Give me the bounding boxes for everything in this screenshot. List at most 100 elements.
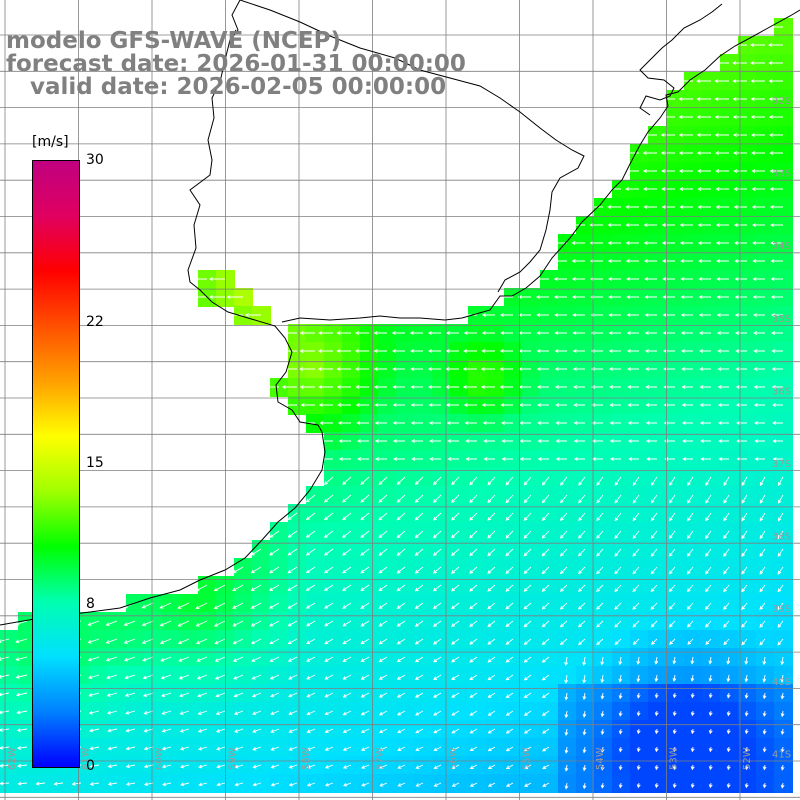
wind-speed-cell [630,648,649,667]
wind-vector-arrow [697,169,711,173]
wind-vector-arrow [716,313,729,317]
wind-speed-cell [774,396,793,415]
wind-speed-cell [486,576,505,595]
wind-vector-arrow [226,295,243,299]
wind-speed-cell [756,234,775,253]
wind-vector-arrow [125,710,136,715]
wind-vector-arrow [571,241,585,245]
wind-vector-arrow [505,602,514,610]
wind-speed-cell [252,774,271,793]
wind-vector-arrow [632,512,640,522]
wind-vector-arrow [338,439,351,443]
wind-vector-arrow [354,349,369,353]
wind-speed-cell [774,648,793,667]
wind-vector-arrow [780,674,785,683]
wind-speed-cell [630,684,649,703]
wind-speed-cell [648,630,667,649]
wind-vector-arrow [571,259,585,263]
wind-vector-arrow [733,151,747,155]
wind-speed-cell [306,342,325,361]
wind-speed-cell [180,630,199,649]
wind-speed-cell [576,702,595,721]
wind-vector-arrow [668,566,676,575]
wind-vector-arrow [481,403,495,407]
wind-vector-arrow [554,385,567,389]
wind-vector-arrow [469,512,478,521]
wind-vector-arrow [141,620,154,627]
wind-vector-arrow [654,728,659,735]
wind-vector-arrow [626,313,639,317]
wind-vector-arrow [560,476,568,486]
wind-speed-cell [360,450,379,469]
wind-speed-cell [666,396,685,415]
wind-vector-arrow [541,512,550,522]
latitude-label: 37S [772,459,791,470]
wind-vector-arrow [553,295,567,299]
wind-speed-cell [522,720,541,739]
wind-vector-arrow [744,746,749,753]
wind-speed-cell [270,378,289,397]
wind-vector-arrow [195,602,208,609]
wind-speed-cell [396,396,415,415]
wind-speed-cell [450,558,469,577]
wind-speed-cell [522,684,541,703]
wind-speed-cell [720,288,739,307]
wind-vector-arrow [650,620,658,628]
wind-vector-arrow [751,169,765,173]
wind-vector-arrow [161,728,172,733]
wind-speed-cell [666,378,685,397]
wind-speed-cell [324,468,343,487]
wind-vector-arrow [541,476,550,486]
wind-vector-arrow [433,692,442,698]
wind-vector-arrow [125,728,136,733]
wind-vector-arrow [690,656,695,665]
wind-speed-cell [756,144,775,163]
wind-vector-arrow [342,656,352,662]
wind-vector-arrow [505,764,514,769]
wind-vector-arrow [179,728,190,733]
wind-speed-cell [684,738,703,757]
wind-vector-arrow [373,385,387,389]
wind-speed-cell [414,450,433,469]
wind-vector-arrow [644,331,657,335]
wind-speed-cell [414,540,433,559]
wind-speed-cell [270,612,289,631]
wind-vector-arrow [499,313,513,317]
wind-vector-arrow [233,710,244,715]
wind-vector-arrow [159,602,172,609]
wind-speed-cell [576,360,595,379]
wind-speed-cell [414,342,433,361]
wind-vector-arrow [89,764,100,769]
wind-vector-arrow [177,602,190,609]
wind-vector-arrow [626,295,639,299]
wind-speed-cell [0,684,19,703]
wind-speed-cell [144,738,163,757]
wind-speed-cell [648,306,667,325]
wind-vector-arrow [306,710,316,716]
wind-speed-cell [414,774,433,793]
wind-speed-cell [594,198,613,217]
longitude-label: 62W [7,747,18,770]
wind-speed-cell [666,666,685,685]
wind-vector-arrow [723,494,730,504]
wind-speed-cell [342,414,361,433]
wind-speed-cell [468,648,487,667]
wind-vector-arrow [469,566,478,574]
wind-vector-arrow [269,638,280,645]
wind-vector-arrow [705,620,712,628]
wind-speed-cell [378,612,397,631]
wind-vector-arrow [744,782,749,789]
wind-speed-cell [684,504,703,523]
wind-speed-cell [504,576,523,595]
wind-vector-arrow [487,584,496,592]
wind-vector-arrow [636,692,641,699]
wind-speed-cell [396,774,415,793]
wind-vector-arrow [324,728,334,734]
wind-vector-arrow [305,548,316,556]
wind-speed-cell [414,504,433,523]
wind-vector-arrow [414,656,424,663]
longitude-label: 61W [81,747,92,770]
wind-vector-arrow [698,313,711,317]
wind-vector-arrow [179,746,190,751]
wind-vector-arrow [397,764,406,769]
